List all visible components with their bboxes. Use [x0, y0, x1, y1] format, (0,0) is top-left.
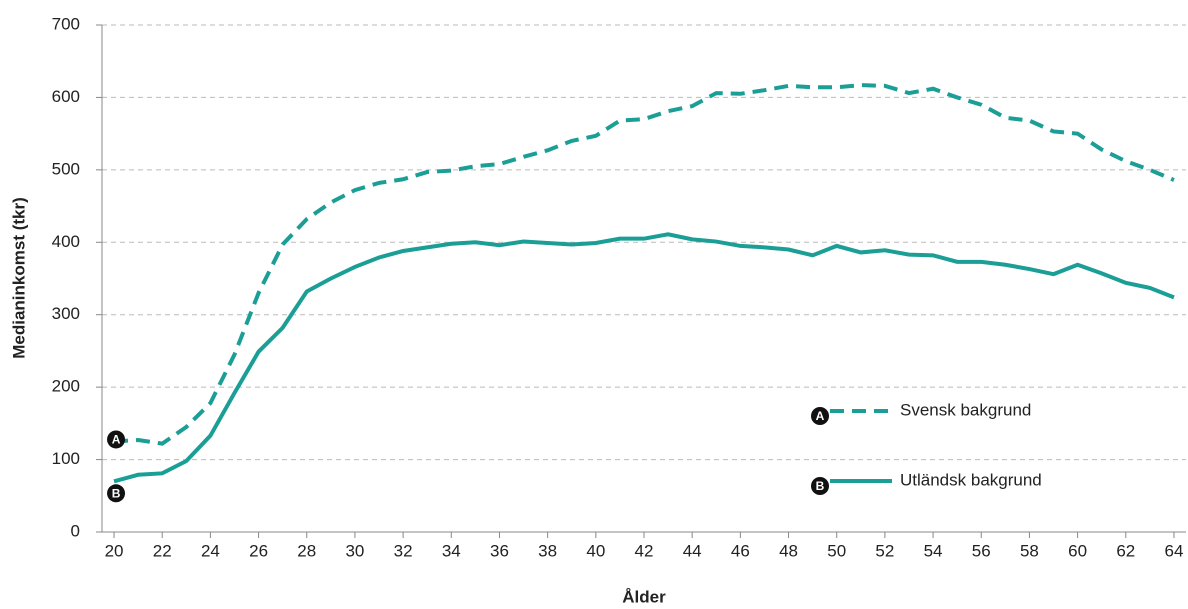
series-line — [113, 83, 1175, 446]
y-tick-label: 600 — [52, 87, 80, 106]
x-tick-label: 44 — [683, 541, 702, 560]
x-tick-label: 40 — [586, 541, 605, 560]
marker-badge — [107, 484, 126, 503]
x-tick-label: 20 — [105, 541, 124, 560]
x-tick-label: 54 — [924, 541, 943, 560]
x-tick-label: 24 — [201, 541, 220, 560]
y-tick-label: 300 — [52, 304, 80, 323]
y-tick-label: 100 — [52, 449, 80, 468]
marker-badge — [811, 477, 829, 495]
y-tick-label: 500 — [52, 159, 80, 178]
y-tick-label: 400 — [52, 232, 80, 251]
x-tick-label: 26 — [249, 541, 268, 560]
x-tick-label: 38 — [538, 541, 557, 560]
marker-label: A — [112, 433, 121, 447]
series-line — [113, 232, 1175, 484]
x-tick-label: 64 — [1164, 541, 1183, 560]
x-tick-label: 32 — [394, 541, 413, 560]
x-tick-label: 52 — [875, 541, 894, 560]
marker-badge — [107, 430, 126, 449]
x-tick-label: 30 — [345, 541, 364, 560]
y-tick-label: 700 — [52, 14, 80, 33]
x-tick-label: 46 — [731, 541, 750, 560]
x-axis-title: Ålder — [622, 587, 666, 606]
x-tick-label: 56 — [972, 541, 991, 560]
marker-badge — [811, 407, 829, 425]
marker-label: B — [112, 486, 121, 500]
x-tick-label: 60 — [1068, 541, 1087, 560]
x-tick-label: 62 — [1116, 541, 1135, 560]
marker-label: A — [816, 409, 825, 423]
x-tick-label: 36 — [490, 541, 509, 560]
y-tick-label: 200 — [52, 377, 80, 396]
x-tick-label: 28 — [297, 541, 316, 560]
legend-label: Utländsk bakgrund — [900, 470, 1042, 489]
x-tick-label: 22 — [153, 541, 172, 560]
legend-label: Svensk bakgrund — [900, 400, 1031, 419]
x-tick-label: 58 — [1020, 541, 1039, 560]
y-tick-label: 0 — [71, 521, 80, 540]
x-tick-label: 42 — [635, 541, 654, 560]
y-axis-title: Medianinkomst (tkr) — [9, 197, 28, 359]
x-tick-label: 50 — [827, 541, 846, 560]
marker-label: B — [816, 479, 825, 493]
x-tick-label: 34 — [442, 541, 461, 560]
x-tick-label: 48 — [779, 541, 798, 560]
